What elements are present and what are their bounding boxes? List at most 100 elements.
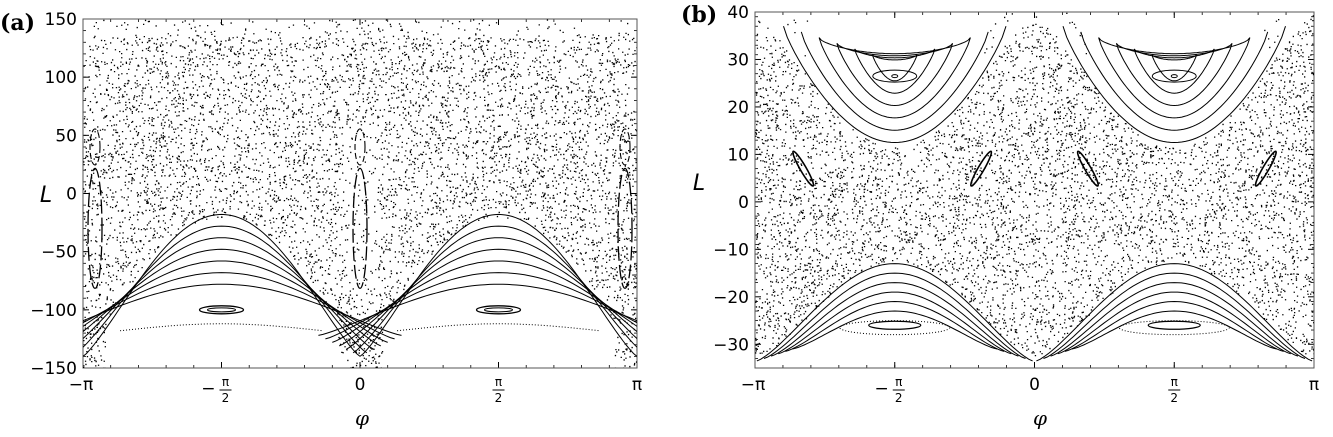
frac-denominator: 2 bbox=[895, 391, 903, 405]
panel-tag: (a) bbox=[0, 10, 35, 36]
y-tick-label: −150 bbox=[30, 359, 77, 379]
y-tick-label: −50 bbox=[41, 243, 77, 263]
upper-island-orbit bbox=[872, 54, 918, 82]
lower-arc bbox=[770, 282, 1019, 357]
island-chain-upper bbox=[89, 128, 101, 166]
minus-sign: − bbox=[201, 379, 215, 399]
frac-numerator: π bbox=[1171, 375, 1178, 389]
y-tick-label: 0 bbox=[66, 185, 77, 205]
x-tick-label-pi-half: π2 bbox=[492, 375, 505, 405]
y-tick-label: 10 bbox=[727, 145, 749, 165]
island-inner-loop bbox=[872, 69, 918, 83]
chaotic-sea-a bbox=[83, 19, 637, 368]
y-tick-label: 40 bbox=[727, 3, 749, 23]
island-inner-loop bbox=[1151, 69, 1197, 83]
regular-orbit bbox=[318, 283, 637, 336]
separatrix-dotted bbox=[120, 323, 323, 332]
upper-island-orbit bbox=[800, 31, 989, 131]
lower-arc bbox=[1057, 291, 1291, 355]
plot-area-a bbox=[83, 19, 637, 368]
x-tick-label-neg-pi-half: − π 2 bbox=[875, 375, 905, 405]
regular-orbit bbox=[325, 272, 637, 340]
regular-orbit bbox=[83, 260, 388, 343]
lower-island-dotted bbox=[839, 320, 951, 336]
plot-frame bbox=[754, 11, 1315, 369]
small-island bbox=[792, 150, 815, 187]
island-inner bbox=[484, 307, 513, 313]
lower-island-dotted bbox=[1118, 320, 1230, 336]
y-tick-label: 30 bbox=[727, 50, 749, 70]
lower-arc bbox=[778, 291, 1012, 355]
x-axis-label: φ bbox=[355, 406, 369, 430]
upper-island-orbit bbox=[1151, 54, 1197, 82]
x-tick-label-pi-half: π2 bbox=[1168, 375, 1181, 405]
small-island bbox=[1076, 150, 1100, 187]
upper-island-orbit bbox=[1115, 42, 1233, 107]
lower-island bbox=[1147, 320, 1201, 330]
x-tick-label-neg-pi-half: − π 2 bbox=[201, 375, 232, 405]
island-center bbox=[891, 74, 899, 79]
y-tick-label: 20 bbox=[727, 98, 749, 118]
frac-denominator: 2 bbox=[1170, 391, 1178, 405]
frac-numerator: π bbox=[495, 375, 502, 389]
separatrix-dotted bbox=[397, 323, 600, 332]
island-inner bbox=[207, 307, 236, 313]
y-tick-label: −30 bbox=[713, 335, 749, 355]
y-tick-label: 50 bbox=[55, 126, 77, 146]
chaotic-sea-b bbox=[755, 12, 1314, 357]
y-tick-label: −10 bbox=[713, 240, 749, 260]
upper-island-orbit bbox=[818, 37, 971, 119]
upper-island-orbit bbox=[1098, 37, 1251, 119]
frac-numerator: π bbox=[895, 375, 902, 389]
y-tick-label: 100 bbox=[45, 68, 77, 88]
x-tick-label-neg-pi: −π bbox=[741, 375, 765, 395]
y-axis-label: L bbox=[40, 183, 52, 208]
lower-arc bbox=[785, 300, 1005, 352]
island bbox=[198, 305, 245, 315]
lower-arc bbox=[1036, 263, 1313, 362]
x-tick-label-neg-pi: −π bbox=[69, 375, 93, 395]
regular-orbit bbox=[332, 260, 637, 343]
small-island bbox=[969, 150, 993, 187]
island-center bbox=[1170, 74, 1178, 79]
island bbox=[475, 305, 522, 315]
upper-island-orbit bbox=[836, 42, 954, 107]
small-island bbox=[1254, 150, 1277, 187]
y-tick-label: −100 bbox=[30, 301, 77, 321]
x-axis-label: φ bbox=[1033, 406, 1047, 430]
plot-area-b bbox=[755, 12, 1314, 362]
x-tick-label-pi: π bbox=[632, 375, 642, 395]
frac-denominator: 2 bbox=[495, 391, 503, 405]
lower-arc bbox=[1071, 310, 1277, 350]
y-axis-label: L bbox=[693, 171, 705, 196]
y-tick-label: 150 bbox=[45, 10, 77, 30]
island-chain bbox=[87, 167, 103, 290]
island-chain bbox=[617, 167, 633, 290]
lower-arc bbox=[1043, 272, 1306, 359]
regular-orbit bbox=[83, 272, 395, 340]
regular-orbit bbox=[83, 283, 402, 336]
island-chain-upper bbox=[354, 128, 366, 166]
upper-island-orbit bbox=[1133, 48, 1215, 94]
upper-island-orbit bbox=[854, 48, 936, 94]
panel-tag: (b) bbox=[681, 2, 717, 28]
frac-denominator: 2 bbox=[222, 391, 230, 405]
lower-island bbox=[868, 320, 922, 330]
y-tick-label: −20 bbox=[713, 288, 749, 308]
x-tick-label-zero: 0 bbox=[1029, 375, 1040, 395]
x-tick-label-pi: π bbox=[1309, 375, 1319, 395]
island-chain bbox=[352, 167, 368, 290]
lower-arc bbox=[1050, 282, 1299, 357]
minus-sign: − bbox=[875, 379, 889, 399]
upper-island-orbit bbox=[783, 26, 1007, 144]
upper-island-orbit bbox=[1062, 26, 1286, 144]
island-chain-upper bbox=[619, 128, 631, 166]
frac-numerator: π bbox=[222, 375, 229, 389]
lower-arc bbox=[756, 263, 1033, 362]
lower-arc bbox=[1064, 300, 1284, 352]
y-tick-label: 0 bbox=[738, 193, 749, 213]
